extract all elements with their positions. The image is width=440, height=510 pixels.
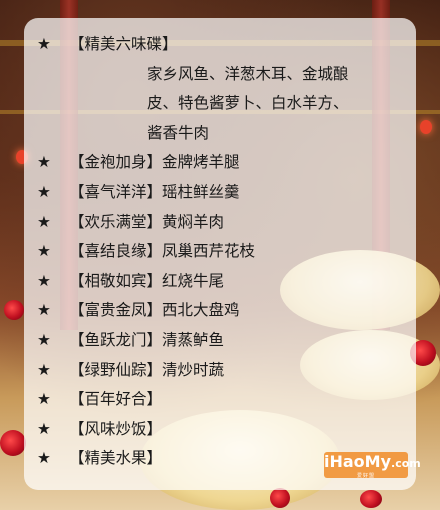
menu-item-dish: 清炒时蔬 bbox=[162, 360, 225, 379]
menu-item: ★ 【风味炒饭】 bbox=[37, 415, 417, 445]
star-icon: ★ bbox=[37, 153, 51, 172]
menu-item-name: 【精美水果】 bbox=[69, 449, 163, 468]
star-icon: ★ bbox=[37, 182, 51, 201]
menu-item-name: 【欢乐满堂】 bbox=[69, 212, 163, 231]
menu-item-name: 【金袍加身】 bbox=[69, 153, 163, 172]
menu-panel bbox=[24, 18, 416, 490]
menu-item: ★ 【富贵金凤】 西北大盘鸡 bbox=[37, 296, 417, 326]
menu-item-detail: 酱香牛肉 bbox=[147, 123, 210, 142]
watermark-sub: 爱好盟 bbox=[356, 473, 375, 479]
menu-item: ★ 【相敬如宾】 红烧牛尾 bbox=[37, 267, 417, 297]
menu-item: ★ 【百年好合】 bbox=[37, 385, 417, 415]
menu-item-name: 【鱼跃龙门】 bbox=[69, 330, 163, 349]
star-icon: ★ bbox=[37, 449, 51, 468]
star-icon: ★ bbox=[37, 360, 51, 379]
menu-item-dish: 黄焖羊肉 bbox=[162, 212, 225, 231]
star-icon: ★ bbox=[37, 242, 51, 261]
menu-item: ★ 【欢乐满堂】 黄焖羊肉 bbox=[37, 208, 417, 238]
menu-item-name: 【喜气洋洋】 bbox=[69, 182, 163, 201]
menu-item: ★ 【绿野仙踪】 清炒时蔬 bbox=[37, 356, 417, 386]
star-icon: ★ bbox=[37, 35, 51, 53]
menu-list: ★ 【精美六味碟】 家乡风鱼、洋葱木耳、金城酿 皮、特色酱萝卜、白水羊方、 酱香… bbox=[37, 30, 417, 474]
menu-item-name: 【绿野仙踪】 bbox=[69, 360, 163, 379]
star-icon: ★ bbox=[37, 301, 51, 320]
menu-item-dish: 红烧牛尾 bbox=[162, 271, 225, 290]
menu-item: ★ 【精美水果】 bbox=[37, 444, 417, 474]
menu-item: ★ 【鱼跃龙门】 清蒸鲈鱼 bbox=[37, 326, 417, 356]
menu-item: ★ 【喜结良缘】 凤巢西芹花枝 bbox=[37, 237, 417, 267]
menu-item-name: 【百年好合】 bbox=[69, 390, 163, 409]
menu-item-dish: 金牌烤羊腿 bbox=[162, 153, 240, 172]
star-icon: ★ bbox=[37, 419, 51, 438]
star-icon: ★ bbox=[37, 271, 51, 290]
menu-item: ★ 【精美六味碟】 bbox=[37, 30, 417, 60]
star-icon: ★ bbox=[37, 212, 51, 231]
menu-item-dish: 清蒸鲈鱼 bbox=[162, 330, 225, 349]
menu-item-detail: 家乡风鱼、洋葱木耳、金城酿 bbox=[147, 64, 349, 83]
menu-item-dish: 瑶柱鲜丝羹 bbox=[162, 182, 240, 201]
menu-item-dish: 西北大盘鸡 bbox=[162, 301, 240, 320]
menu-item-name: 【喜结良缘】 bbox=[69, 242, 163, 261]
menu-item-name: 【精美六味碟】 bbox=[69, 35, 178, 53]
watermark-suffix: .com bbox=[391, 457, 421, 470]
menu-item-name: 【相敬如宾】 bbox=[69, 271, 163, 290]
menu-item: ★ 【喜气洋洋】 瑶柱鲜丝羹 bbox=[37, 178, 417, 208]
menu-item-detail: 皮、特色酱萝卜、白水羊方、 bbox=[147, 94, 349, 113]
watermark-main: iHaoMy bbox=[324, 452, 392, 471]
menu-item: ★ 【金袍加身】 金牌烤羊腿 bbox=[37, 148, 417, 178]
menu-item-name: 【风味炒饭】 bbox=[69, 419, 163, 438]
menu-item-dish: 凤巢西芹花枝 bbox=[162, 242, 256, 261]
menu-item-name: 【富贵金凤】 bbox=[69, 301, 163, 320]
star-icon: ★ bbox=[37, 390, 51, 409]
watermark-logo: iHaoMy.com 爱好盟 bbox=[324, 452, 421, 479]
star-icon: ★ bbox=[37, 330, 51, 349]
